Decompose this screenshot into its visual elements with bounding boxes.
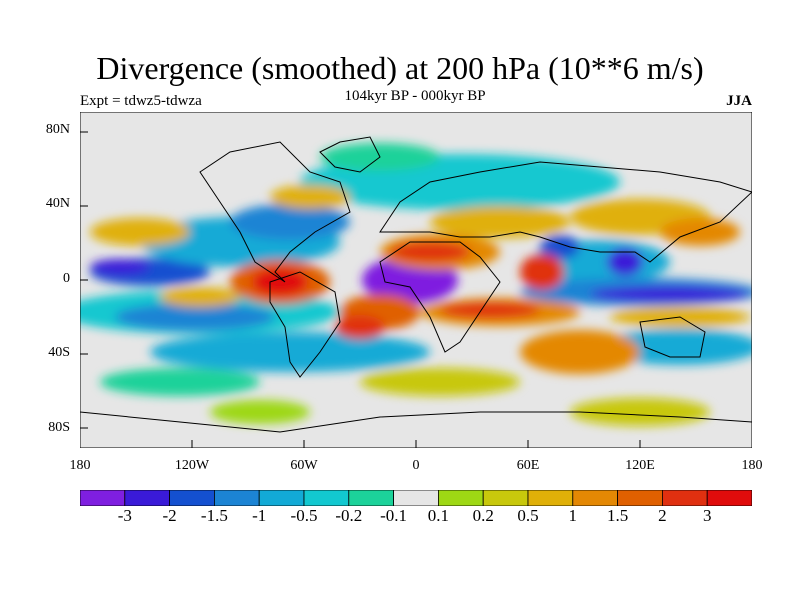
lat-label-80n: 80N [45,122,70,137]
colorbar-swatch [527,490,574,506]
colorbar-swatch [706,490,752,506]
colorbar-swatch [348,490,394,506]
colorbar-label: -0.5 [290,506,318,525]
map-subtitle: 104kyr BP - 000kyr BP [344,88,486,104]
colorbar-label: 0.1 [427,506,450,525]
lon-label-60w: 60W [290,458,318,473]
colorbar-swatch [482,490,529,506]
map-title: Divergence (smoothed) at 200 hPa (10**6 … [96,50,704,86]
colorbar-label: 0.2 [472,506,494,525]
lon-label-120w: 120W [174,458,210,473]
colorbar-label: -3 [117,506,132,525]
lon-label-60e: 60E [516,458,540,473]
experiment-label: Expt = tdwz5-tdwza [80,93,202,109]
colorbar-swatch [572,490,618,506]
colorbar-swatch [80,490,126,506]
lat-label-0: 0 [63,271,70,286]
colorbar-swatch [437,490,484,506]
lon-label-180w: 180 [69,458,91,473]
colorbar [80,490,752,506]
lon-label-0: 0 [412,458,420,473]
colorbar-label: -0.2 [335,506,363,525]
colorbar-swatch [662,490,708,506]
lat-label-40n: 40N [45,196,70,211]
colorbar-swatch [169,490,215,506]
colorbar-swatch [393,490,439,506]
season-label: JJA [726,93,752,109]
colorbar-swatch [617,490,663,506]
colorbar-swatch [124,490,170,506]
lat-label-40s: 40S [48,345,70,360]
colorbar-label: 3 [702,506,712,525]
colorbar-label: -1.5 [200,506,228,525]
colorbar-label: 0.5 [517,506,539,525]
colorbar-label: 1.5 [606,506,629,525]
colorbar-label: -1 [252,506,267,525]
lon-label-120e: 120E [625,458,655,473]
colorbar-label: -0.1 [380,506,408,525]
colorbar-label: 2 [658,506,667,525]
colorbar-swatch [258,490,305,506]
colorbar-label: -2 [162,506,177,525]
colorbar-swatch [213,490,260,506]
colorbar-label: 1 [568,506,578,525]
lat-label-80s: 80S [48,420,70,435]
colorbar-swatch [303,490,350,506]
lon-label-180e: 180 [741,458,763,473]
divergence-map [80,112,752,448]
